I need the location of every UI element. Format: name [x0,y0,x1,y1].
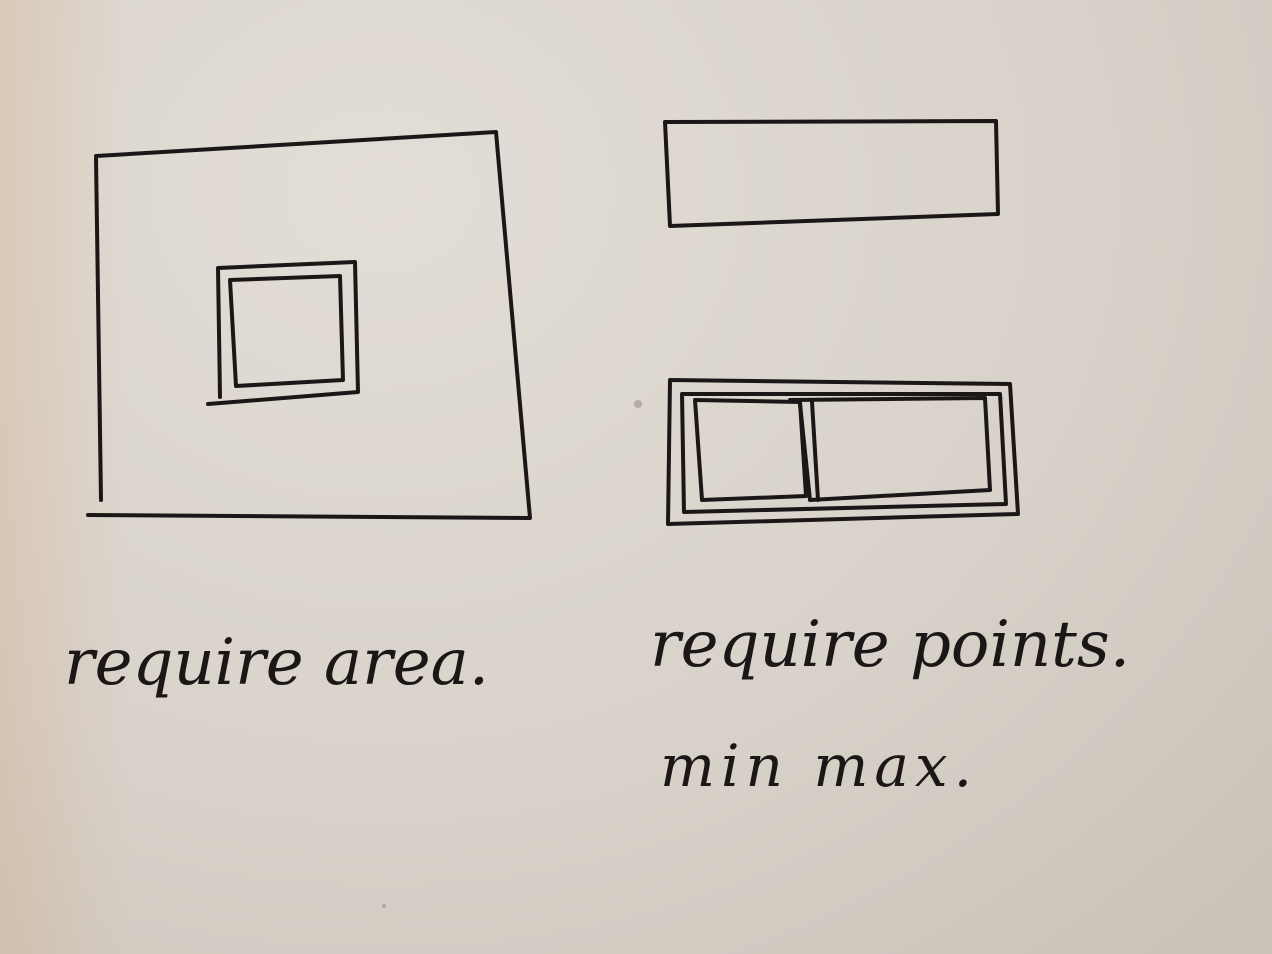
pencil-smudge [634,400,642,408]
paper-speck [382,904,386,908]
inner-square-inner-border [228,274,345,388]
inner-square-outer-border [206,260,360,406]
right-caption: require points. [650,608,1130,682]
left-point-box [693,398,808,502]
points-requirement-figure [666,378,1020,526]
empty-rectangle [663,119,1000,228]
left-caption: require area. [64,626,489,700]
right-subcaption: min max. [660,732,978,800]
container-inner-border [680,392,1008,514]
plain-rectangle-figure [663,119,1000,228]
container-outer-border [666,378,1020,526]
right-point-box [788,396,992,502]
box-divider-line [810,400,820,502]
area-requirement-figure [86,130,532,520]
outer-area-rectangle [86,130,532,520]
